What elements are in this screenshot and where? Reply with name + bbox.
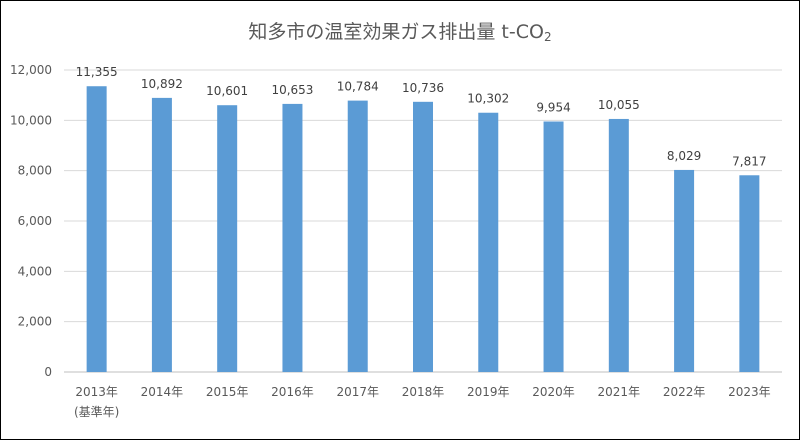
data-label: 10,653 xyxy=(271,83,313,97)
x-tick-label: 2019年 xyxy=(467,385,510,399)
bar xyxy=(739,175,759,372)
data-label: 8,029 xyxy=(667,149,701,163)
bar xyxy=(217,105,237,372)
x-tick-label: 2013年 xyxy=(75,385,118,399)
y-tick-label: 6,000 xyxy=(18,214,52,228)
bar xyxy=(87,86,107,372)
bar xyxy=(282,104,302,372)
y-tick-label: 2,000 xyxy=(18,315,52,329)
y-tick-label: 0 xyxy=(44,365,52,379)
y-tick-label: 10,000 xyxy=(10,113,52,127)
bar xyxy=(478,113,498,372)
data-label: 10,055 xyxy=(598,98,640,112)
y-tick-label: 4,000 xyxy=(18,264,52,278)
x-tick-label: 2014年 xyxy=(141,385,184,399)
x-tick-label: 2018年 xyxy=(402,385,445,399)
y-tick-label: 8,000 xyxy=(18,164,52,178)
data-label: 7,817 xyxy=(732,154,766,168)
x-tick-label: 2015年 xyxy=(206,385,249,399)
data-label: 11,355 xyxy=(76,65,118,79)
x-tick-note: (基準年) xyxy=(74,404,119,419)
bar xyxy=(413,102,433,372)
data-label: 9,954 xyxy=(536,100,570,114)
x-tick-label: 2020年 xyxy=(532,385,575,399)
data-label: 10,892 xyxy=(141,77,183,91)
bar xyxy=(674,170,694,372)
y-tick-label: 12,000 xyxy=(10,63,52,77)
data-label: 10,736 xyxy=(402,81,444,95)
data-label: 10,784 xyxy=(337,80,379,94)
bar xyxy=(544,121,564,372)
bar xyxy=(152,98,172,372)
data-label: 10,601 xyxy=(206,84,248,98)
data-label: 10,302 xyxy=(467,92,509,106)
x-tick-label: 2021年 xyxy=(598,385,641,399)
x-tick-label: 2023年 xyxy=(728,385,771,399)
bar xyxy=(348,101,368,372)
x-tick-label: 2016年 xyxy=(271,385,314,399)
x-tick-label: 2017年 xyxy=(336,385,379,399)
x-tick-label: 2022年 xyxy=(663,385,706,399)
bar xyxy=(609,119,629,372)
